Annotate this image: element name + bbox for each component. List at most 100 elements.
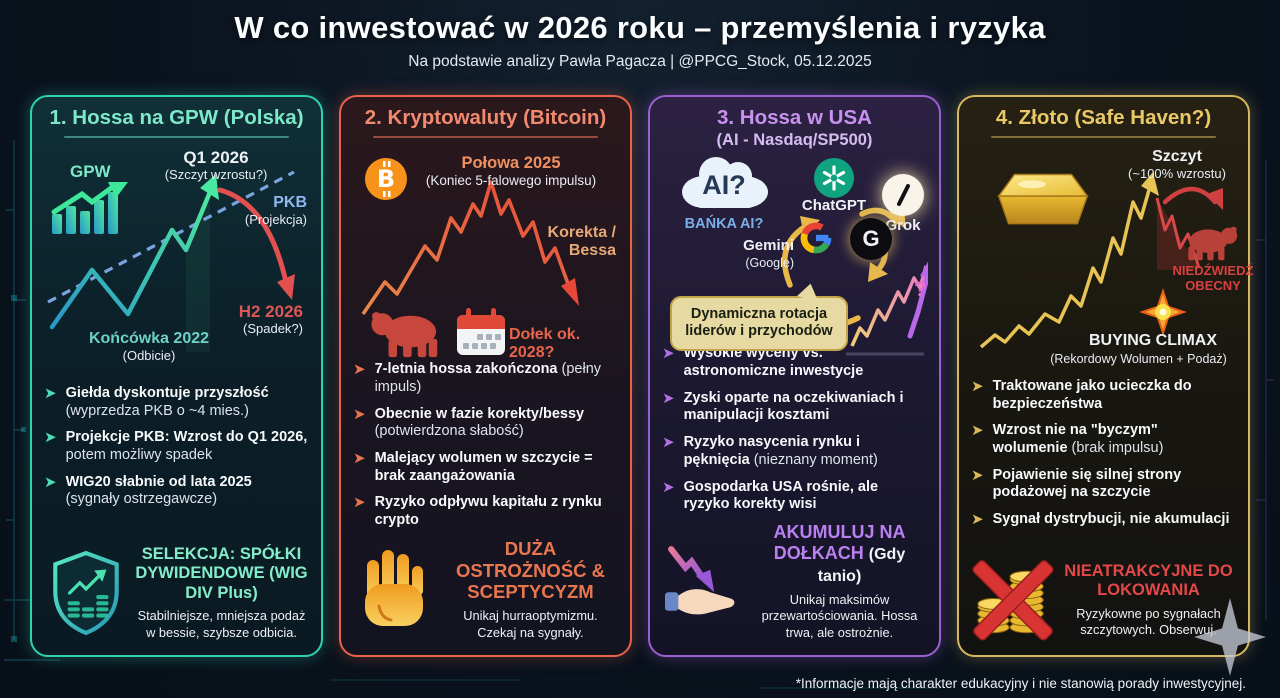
bullet-arrow-icon: ➤: [971, 421, 984, 440]
bullet-text: Projekcje PKB: Wzrost do Q1 2026, potem …: [65, 429, 308, 464]
svg-text:B: B: [377, 165, 395, 193]
gold-chart: Szczyt (~100% wzrostu) NIEDŹWIEDŹ OBECNY: [971, 142, 1253, 370]
panel-title: 4. Złoto (Safe Haven?): [995, 106, 1212, 129]
bullet-arrow-icon: ➤: [44, 383, 57, 402]
summary-usa: AKUMULUJ NA DOŁKACH (Gdy tanio) Unikaj m…: [662, 514, 927, 643]
summary-note: Stabilniejsze, mniejsza podaż w bessie, …: [137, 608, 306, 640]
crypto-chart-graphic: [361, 179, 579, 315]
panel-usa: 3. Hossa w USA (AI - Nasdaq/SP500): [648, 95, 941, 657]
bullet-arrow-icon: ➤: [662, 477, 675, 496]
gpw-bars-icon: [51, 181, 128, 234]
dolek-2028-label: Dołek ok. 2028?: [509, 325, 581, 361]
panels-row: 1. Hossa na GPW (Polska): [30, 95, 1253, 657]
bullet-text: Ryzyko odpływu kapitału z rynku crypto: [374, 494, 602, 529]
banka-ai-label: BAŃKA AI?: [684, 215, 764, 232]
panel-gpw: 1. Hossa na GPW (Polska): [30, 95, 323, 657]
bullet-item: ➤ WIG20 słabnie od lata 2025 (sygnały ost…: [44, 472, 309, 509]
title-divider: [991, 135, 1216, 138]
bullet-text: Ryzyko nasycenia rynku i pęknięcia (niez…: [683, 434, 878, 468]
coins-crossed-icon: [971, 559, 1055, 641]
summary-heading: NIEATRAKCYJNE DO LOKOWANIA: [1064, 561, 1233, 600]
q1-2026-label: Q1 2026 (Szczyt wzrostu?): [164, 147, 268, 182]
speech-bubble: Dynamiczna rotacja liderów i przychodów: [670, 280, 848, 351]
ai-cloud-icon: AI?: [682, 156, 768, 208]
panel-gold: 4. Złoto (Safe Haven?) Szc: [957, 95, 1253, 657]
bullet-arrow-icon: ➤: [971, 510, 984, 529]
bullet-item: ➤ Zyski oparte na oczekiwaniach i manipul…: [662, 388, 927, 425]
panel-subtitle: (AI - Nasdaq/SP500): [716, 130, 873, 149]
page-title: W co inwestować w 2026 roku – przemyślen…: [234, 10, 1046, 45]
google-g-icon: [800, 222, 832, 254]
panel-title: 1. Hossa na GPW (Polska): [49, 106, 304, 129]
buying-climax-label: BUYING CLIMAX: [1089, 331, 1217, 349]
bullet-list: ➤ Giełda dyskontuje przyszłość (wyprzedza…: [44, 383, 309, 509]
panel-title: 2. Kryptowaluty (Bitcoin): [364, 106, 607, 129]
gpw-chart: GPW Q1 2026 (Szczyt wzrostu?) PKB (Proje…: [44, 142, 309, 377]
bullet-arrow-icon: ➤: [44, 472, 57, 491]
bitcoin-icon: B: [365, 157, 407, 200]
bullet-item: ➤ Sygnał dystrybucji, nie akumulacji: [971, 510, 1236, 529]
gpw-chart-graphic: [47, 170, 295, 352]
chatgpt-label: ChatGPT: [801, 196, 867, 214]
bullet-text: Pojawienie się silnej strony podażowej n…: [992, 466, 1182, 501]
bullet-arrow-icon: ➤: [353, 360, 366, 379]
summary-heading: DUŻA OSTROŻNOŚĆ & SCEPTYCYZM: [455, 537, 606, 603]
grok-label: Grok: [885, 216, 921, 234]
dark-g-icon: G: [850, 217, 892, 260]
bullet-text: Wzrost nie na "byczym" wolumenie (brak i…: [992, 422, 1164, 457]
niedzwiedz-label: NIEDŹWIEDŹ OBECNY: [1172, 262, 1254, 293]
starburst-icon: [1139, 287, 1187, 336]
bullet-text: Zyski oparte na oczekiwaniach i manipula…: [683, 389, 904, 424]
bullet-item: ➤ Malejący wolumen w szczycie = brak zaan…: [353, 449, 618, 485]
summary-note: Ryzykowne po sygnałach szczytowych. Obse…: [1076, 605, 1221, 637]
summary-heading: SELEKCJA: SPÓŁKI DYWIDENDOWE (WIG DIV Pl…: [135, 544, 308, 602]
bullet-item: ➤ Pojawienie się silnej strony podażowej …: [971, 465, 1236, 502]
bullet-item: ➤ Ryzyko odpływu kapitału z rynku crypto: [353, 494, 618, 529]
korekta-bessa-label: Korekta / Bessa: [547, 223, 616, 259]
summary-note: Unikaj hurraoptymizmu. Czekaj na sygnały…: [463, 608, 598, 640]
bullet-list: ➤ Traktowane jako ucieczka do bezpieczeńs…: [971, 376, 1236, 529]
disclaimer: *Informacje mają charakter edukacyjny i …: [795, 676, 1246, 691]
bullet-text: Malejący wolumen w szczycie = brak zaang…: [374, 450, 593, 484]
bullet-arrow-icon: ➤: [971, 376, 984, 395]
panel-title: 3. Hossa w USA: [717, 106, 872, 129]
header: W co inwestować w 2026 roku – przemyślen…: [0, 10, 1280, 71]
bullet-item: ➤ Giełda dyskontuje przyszłość (wyprzedza…: [44, 383, 309, 420]
szczyt-label: Szczyt (~100% wzrostu): [1128, 147, 1226, 181]
bullet-arrow-icon: ➤: [353, 449, 366, 468]
summary-note: Unikaj maksimów przewartościowania. Hoss…: [761, 591, 918, 640]
grok-icon: [882, 173, 924, 216]
buying-climax-sub: (Rekordowy Wolumen + Podaż): [1050, 351, 1227, 366]
bullet-arrow-icon: ➤: [353, 493, 366, 512]
gemini-label: Gemini (Google): [743, 236, 794, 270]
bullet-text: WIG20 słabnie od lata 2025 (sygnały ostr…: [65, 473, 252, 508]
bullet-text: Traktowane jako ucieczka do bezpieczeńst…: [992, 377, 1192, 412]
bullet-item: ➤ Projekcje PKB: Wzrost do Q1 2026, potem…: [44, 429, 309, 464]
stop-hand-icon: [353, 546, 437, 632]
summary-gold: NIEATRAKCYJNE DO LOKOWANIA Ryzykowne po …: [971, 551, 1236, 643]
summary-gpw: SELEKCJA: SPÓŁKI DYWIDENDOWE (WIG DIV Pl…: [44, 537, 309, 643]
calendar-icon: [457, 307, 505, 355]
bullet-list: ➤ 7-letnia hossa zakończona (pełny impuls…: [353, 361, 618, 530]
shield-icon: [44, 550, 128, 636]
bullet-arrow-icon: ➤: [662, 388, 675, 407]
bullet-list: ➤ Wysokie wyceny vs. astronomiczne inwest…: [662, 345, 927, 514]
bullet-arrow-icon: ➤: [662, 344, 675, 363]
question-mark-label: ?: [914, 277, 927, 301]
summary-crypto: DUŻA OSTROŻNOŚĆ & SCEPTYCYZM Unikaj hurr…: [353, 530, 618, 643]
bullet-item: ➤ Ryzyko nasycenia rynku i pęknięcia (nie…: [662, 433, 927, 469]
accumulate-hand-icon: [662, 544, 746, 618]
pkb-label: PKB (Projekcja): [244, 193, 307, 227]
bullet-arrow-icon: ➤: [662, 433, 675, 452]
crypto-chart: B Połowa 2025 (Koniec 5-falowego impulsu…: [353, 142, 618, 361]
koncowka-2022-label: Końcówka 2022 (Odbicie): [88, 329, 210, 363]
bullet-item: ➤ Obecnie w fazie korekty/bessy (potwierd…: [353, 405, 618, 441]
usa-chart: AI? BAŃKA AI? ChatGPT Grok G: [662, 150, 928, 356]
title-divider: [373, 135, 598, 138]
bear-icon: [371, 311, 438, 357]
bullet-item: ➤ Wzrost nie na "byczym" wolumenie (brak …: [971, 422, 1236, 457]
svg-text:AI?: AI?: [702, 170, 746, 200]
bullet-text: Gospodarka USA rośnie, ale ryzyko korekt…: [683, 478, 879, 513]
bullet-arrow-icon: ➤: [44, 428, 57, 447]
bullet-arrow-icon: ➤: [971, 465, 984, 484]
